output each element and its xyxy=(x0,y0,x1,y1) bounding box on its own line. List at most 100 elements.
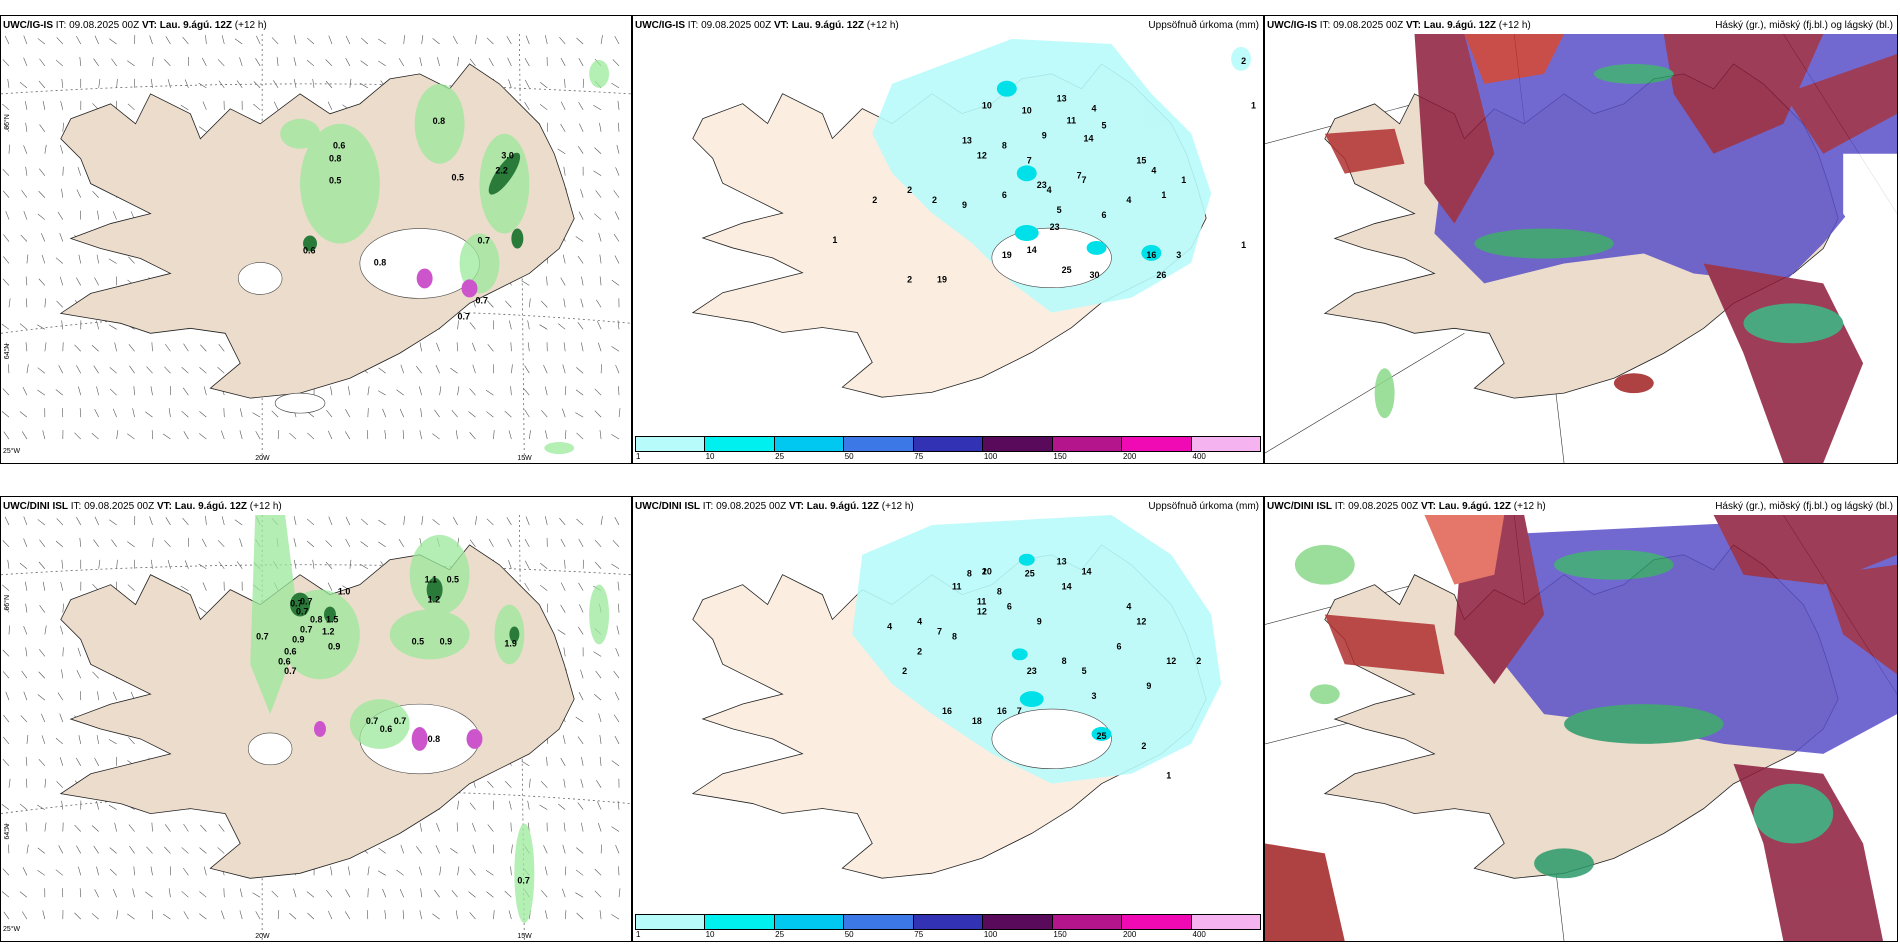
wind-barb xyxy=(612,59,620,67)
wind-barb xyxy=(594,410,602,418)
map-wind-precip[interactable]: 1.0 0.7 0.7 0.8 0.7 0.9 1.5 1.2 0.7 0.6 … xyxy=(1,515,631,941)
accum-label: 7 xyxy=(1082,175,1087,185)
wind-barb xyxy=(26,734,29,744)
wind-barb xyxy=(599,756,602,766)
wind-barb xyxy=(486,37,494,45)
wind-barb xyxy=(44,778,46,788)
precip-label: 0.9 xyxy=(440,636,452,646)
wind-barb xyxy=(617,581,620,591)
wind-barb xyxy=(23,691,28,701)
wind-barb xyxy=(581,276,584,286)
wind-barb xyxy=(2,759,10,767)
map-accum-precip[interactable]: 8 10 13 25 14 11 11 12 8 6 9 12 4 4 7 8 … xyxy=(633,515,1263,913)
wind-barb xyxy=(544,35,548,45)
wind-barb xyxy=(563,647,566,657)
wind-barb xyxy=(96,386,99,396)
wind-barb xyxy=(419,57,422,66)
wind-barb xyxy=(564,78,566,88)
wind-barb xyxy=(396,869,404,876)
wind-barb xyxy=(419,822,422,832)
wind-barb xyxy=(5,691,10,701)
wind-barb xyxy=(527,342,530,352)
wind-barb xyxy=(597,342,602,352)
wind-barb xyxy=(614,516,620,526)
map-clouds[interactable] xyxy=(1265,515,1897,941)
wind-barb xyxy=(378,60,386,67)
wind-barb xyxy=(349,78,352,88)
accum-label: 8 xyxy=(1002,140,1007,150)
wind-barb xyxy=(109,847,117,854)
wind-barb xyxy=(435,364,440,374)
wind-barb xyxy=(325,561,333,569)
accum-label: 13 xyxy=(962,135,972,145)
colorbar-swatch xyxy=(774,437,845,451)
wind-barb xyxy=(524,538,530,547)
wind-barb xyxy=(563,342,566,352)
wind-barb xyxy=(112,691,117,701)
map-accum-precip[interactable]: 10 10 13 4 5 7 9 11 12 13 8 7 14 4 15 2 … xyxy=(633,34,1263,435)
wind-barb xyxy=(25,647,28,657)
wind-barb xyxy=(486,891,494,898)
map-wind-precip[interactable]: 0.6 0.8 0.5 0.8 0.5 3.0 2.2 0.7 0.6 0.8 … xyxy=(1,34,631,463)
accum-label: 1 xyxy=(1241,240,1246,250)
wind-barb xyxy=(77,647,82,657)
wind-barb xyxy=(146,366,153,374)
wind-barb xyxy=(472,342,476,352)
accum-label: 1 xyxy=(1166,771,1171,781)
panel-field-title: Uppsöfnuð úrkoma (mm) xyxy=(1148,501,1259,512)
wind-barb xyxy=(21,911,28,920)
wind-barb xyxy=(149,516,153,526)
wind-barb xyxy=(557,629,566,635)
wind-barb xyxy=(5,342,10,352)
accum-label: 12 xyxy=(1166,656,1176,666)
wind-barb xyxy=(293,538,297,547)
wind-barb xyxy=(598,713,602,723)
wind-barb xyxy=(560,538,566,547)
wind-barb xyxy=(151,342,153,352)
wind-barb xyxy=(508,560,512,569)
wind-barb xyxy=(326,889,333,898)
wind-barb xyxy=(469,58,476,67)
wind-barb xyxy=(109,38,117,45)
wind-barb xyxy=(312,559,315,569)
wind-barb xyxy=(540,780,548,788)
wind-barb xyxy=(97,691,99,701)
wind-barb xyxy=(289,912,297,920)
colorbar-swatch xyxy=(636,437,706,451)
wind-barb xyxy=(3,736,10,745)
wind-barb xyxy=(493,430,495,440)
accum-label: 5 xyxy=(1057,205,1062,215)
wind-barb xyxy=(580,669,584,679)
precip-label: 0.7 xyxy=(475,295,487,305)
wind-barb xyxy=(419,910,422,920)
accum-label: 23 xyxy=(1037,180,1047,190)
accum-label: 4 xyxy=(1047,185,1052,195)
wind-barb xyxy=(205,516,207,525)
wind-barb xyxy=(543,364,548,374)
wind-barb xyxy=(56,37,64,45)
wind-barb xyxy=(540,300,548,308)
wind-barb xyxy=(613,714,620,723)
wind-barb xyxy=(25,298,28,308)
wind-barb xyxy=(4,123,10,132)
wind-barb xyxy=(578,626,584,635)
wind-barb xyxy=(612,540,620,548)
wind-barb xyxy=(181,847,189,854)
wind-barb xyxy=(450,367,458,374)
wind-barb xyxy=(469,322,476,330)
precip-label: 1.5 xyxy=(326,615,338,625)
map-clouds[interactable] xyxy=(1265,34,1897,463)
wind-barb xyxy=(151,822,153,832)
wind-barb xyxy=(614,255,620,264)
wind-barb xyxy=(203,386,207,396)
wind-barb xyxy=(306,59,315,67)
accum-label: 12 xyxy=(977,607,987,617)
wind-barb xyxy=(61,408,64,418)
wind-barb xyxy=(76,189,82,198)
wind-barb xyxy=(326,409,333,418)
colorbar-ticks: 1 10 25 50 75 100 150 200 400 xyxy=(635,452,1261,462)
wind-barb xyxy=(79,408,82,418)
accum-label: 6 xyxy=(1007,602,1012,612)
wind-barb xyxy=(293,559,297,569)
wind-barb xyxy=(3,256,10,264)
